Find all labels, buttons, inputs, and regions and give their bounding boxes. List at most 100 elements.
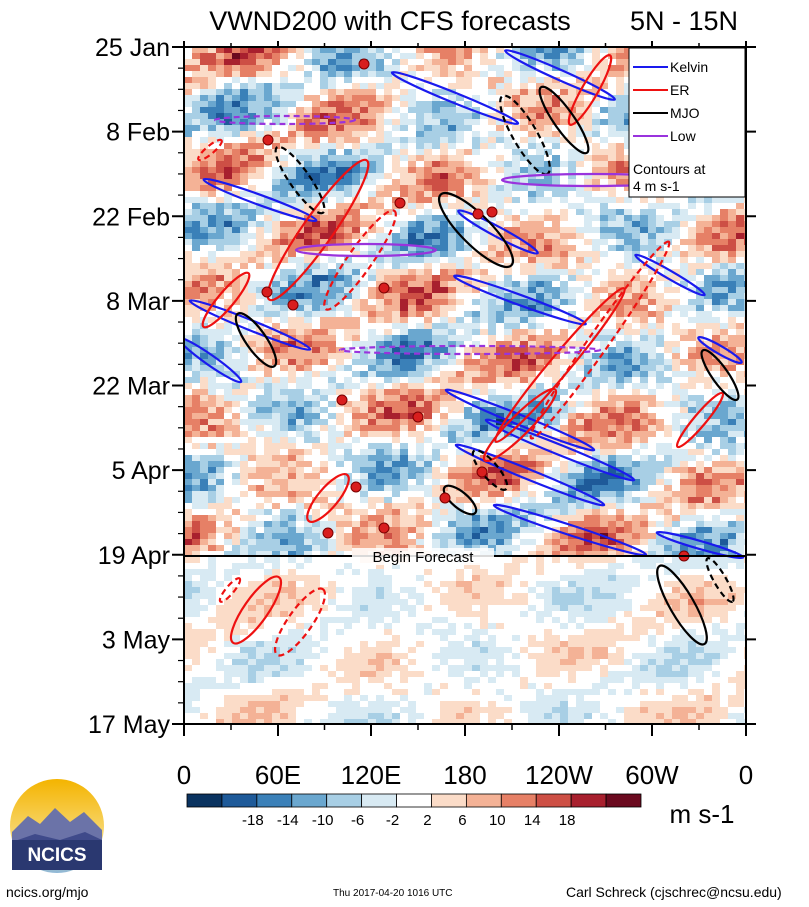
field-cell (296, 491, 304, 497)
field-cell (368, 293, 376, 299)
field-cell (568, 161, 576, 167)
field-cell (672, 203, 680, 209)
field-cell (544, 125, 552, 131)
field-cell (280, 197, 288, 203)
field-cell (248, 467, 256, 473)
field-cell (640, 395, 648, 401)
field-cell (592, 149, 600, 155)
field-cell (240, 53, 248, 59)
field-cell (536, 425, 544, 431)
field-cell (608, 167, 616, 173)
field-cell (656, 305, 664, 311)
field-cell (304, 527, 312, 533)
field-cell (320, 335, 328, 341)
field-cell (376, 467, 384, 473)
field-cell (664, 203, 672, 209)
field-cell (656, 425, 664, 431)
field-cell (288, 197, 296, 203)
field-cell (272, 89, 280, 95)
field-cell (616, 161, 624, 167)
field-cell (448, 155, 456, 161)
field-cell (216, 203, 224, 209)
field-cell (464, 245, 472, 251)
field-cell (488, 395, 496, 401)
field-cell (728, 521, 736, 527)
field-cell (448, 263, 456, 269)
field-cell (200, 95, 208, 101)
field-cell (528, 353, 536, 359)
field-cell (368, 137, 376, 143)
field-cell (320, 83, 328, 89)
field-cell (416, 347, 424, 353)
field-cell (304, 491, 312, 497)
field-cell (272, 485, 280, 491)
field-cell (680, 455, 688, 461)
field-cell (248, 257, 256, 263)
field-cell (312, 539, 320, 545)
field-cell (440, 155, 448, 161)
field-cell (600, 557, 608, 563)
field-cell (424, 359, 432, 365)
field-cell (440, 185, 448, 191)
field-cell (472, 317, 480, 323)
field-cell (376, 407, 384, 413)
field-cell (576, 227, 584, 233)
field-cell (432, 167, 440, 173)
field-cell (712, 365, 720, 371)
field-cell (680, 461, 688, 467)
field-cell (200, 365, 208, 371)
field-cell (448, 71, 456, 77)
field-cell (584, 329, 592, 335)
field-cell (544, 227, 552, 233)
field-cell (216, 221, 224, 227)
field-cell (696, 227, 704, 233)
field-cell (416, 341, 424, 347)
field-cell (352, 383, 360, 389)
field-cell (296, 155, 304, 161)
field-cell (536, 359, 544, 365)
field-cell (440, 137, 448, 143)
field-cell (288, 443, 296, 449)
field-cell (272, 569, 280, 575)
field-cell (256, 287, 264, 293)
field-cell (352, 299, 360, 305)
field-cell (416, 137, 424, 143)
field-cell (208, 539, 216, 545)
field-cell (200, 497, 208, 503)
field-cell (552, 347, 560, 353)
field-cell (552, 137, 560, 143)
field-cell (400, 317, 408, 323)
field-cell (400, 53, 408, 59)
field-cell (472, 425, 480, 431)
field-cell (248, 167, 256, 173)
field-cell (656, 473, 664, 479)
field-cell (712, 467, 720, 473)
field-cell (192, 203, 200, 209)
field-cell (216, 425, 224, 431)
field-cell (736, 509, 744, 515)
field-cell (448, 521, 456, 527)
field-cell (200, 389, 208, 395)
field-cell (192, 473, 200, 479)
field-cell (392, 137, 400, 143)
field-cell (696, 197, 704, 203)
field-cell (608, 455, 616, 461)
field-cell (272, 83, 280, 89)
field-cell (648, 371, 656, 377)
field-cell (416, 257, 424, 263)
field-cell (496, 353, 504, 359)
field-cell (520, 65, 528, 71)
field-cell (584, 221, 592, 227)
field-cell (648, 533, 656, 539)
field-cell (408, 239, 416, 245)
field-cell (360, 353, 368, 359)
field-cell (208, 383, 216, 389)
field-cell (416, 293, 424, 299)
field-cell (648, 323, 656, 329)
field-cell (232, 107, 240, 113)
field-cell (624, 335, 632, 341)
field-cell (248, 473, 256, 479)
field-cell (544, 53, 552, 59)
field-cell (520, 47, 528, 53)
field-cell (528, 59, 536, 65)
